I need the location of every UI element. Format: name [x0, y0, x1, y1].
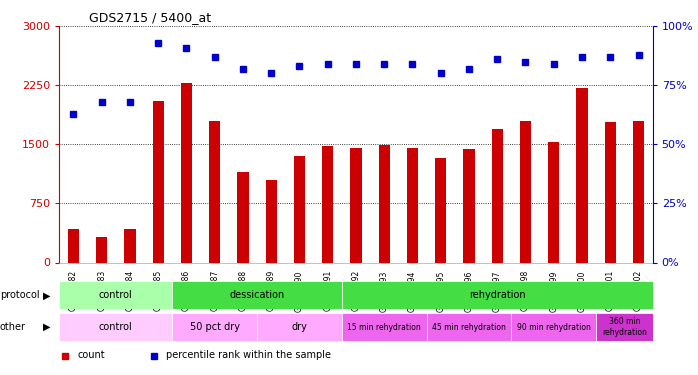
Bar [68, 229, 79, 262]
Bar [294, 156, 305, 262]
Bar [520, 121, 531, 262]
Bar [548, 142, 559, 262]
Text: 90 min rehydration: 90 min rehydration [517, 322, 591, 332]
Bar [512, 313, 596, 341]
Bar [350, 148, 362, 262]
Text: dessication: dessication [230, 290, 285, 300]
Bar [237, 172, 248, 262]
Bar [342, 313, 426, 341]
Text: control: control [99, 290, 133, 300]
Bar [577, 88, 588, 262]
Bar [342, 281, 653, 309]
Text: dry: dry [292, 322, 307, 332]
Bar [59, 313, 172, 341]
Bar [96, 237, 107, 262]
Bar [633, 121, 644, 262]
Text: GDS2715 / 5400_at: GDS2715 / 5400_at [89, 11, 211, 24]
Bar [172, 281, 342, 309]
Text: 360 min
rehydration: 360 min rehydration [602, 318, 647, 337]
Text: 50 pct dry: 50 pct dry [190, 322, 239, 332]
Bar [265, 180, 277, 262]
Text: percentile rank within the sample: percentile rank within the sample [166, 351, 331, 360]
Text: ▶: ▶ [43, 290, 50, 300]
Bar [407, 147, 418, 262]
Text: control: control [99, 322, 133, 332]
Text: other: other [0, 322, 26, 332]
Bar [491, 129, 503, 262]
Bar [378, 145, 390, 262]
Text: count: count [77, 351, 105, 360]
Bar [181, 83, 192, 262]
Text: rehydration: rehydration [469, 290, 526, 300]
Bar [153, 101, 164, 262]
Text: protocol: protocol [0, 290, 40, 300]
Bar [209, 121, 221, 262]
Bar [435, 158, 447, 262]
Bar [426, 313, 512, 341]
Text: 45 min rehydration: 45 min rehydration [432, 322, 506, 332]
Bar [59, 281, 172, 309]
Bar [604, 122, 616, 262]
Text: ▶: ▶ [43, 322, 50, 332]
Bar [257, 313, 342, 341]
Text: 15 min rehydration: 15 min rehydration [348, 322, 421, 332]
Bar [596, 313, 653, 341]
Bar [172, 313, 257, 341]
Bar [124, 229, 135, 262]
Bar [322, 146, 334, 262]
Bar [463, 149, 475, 262]
